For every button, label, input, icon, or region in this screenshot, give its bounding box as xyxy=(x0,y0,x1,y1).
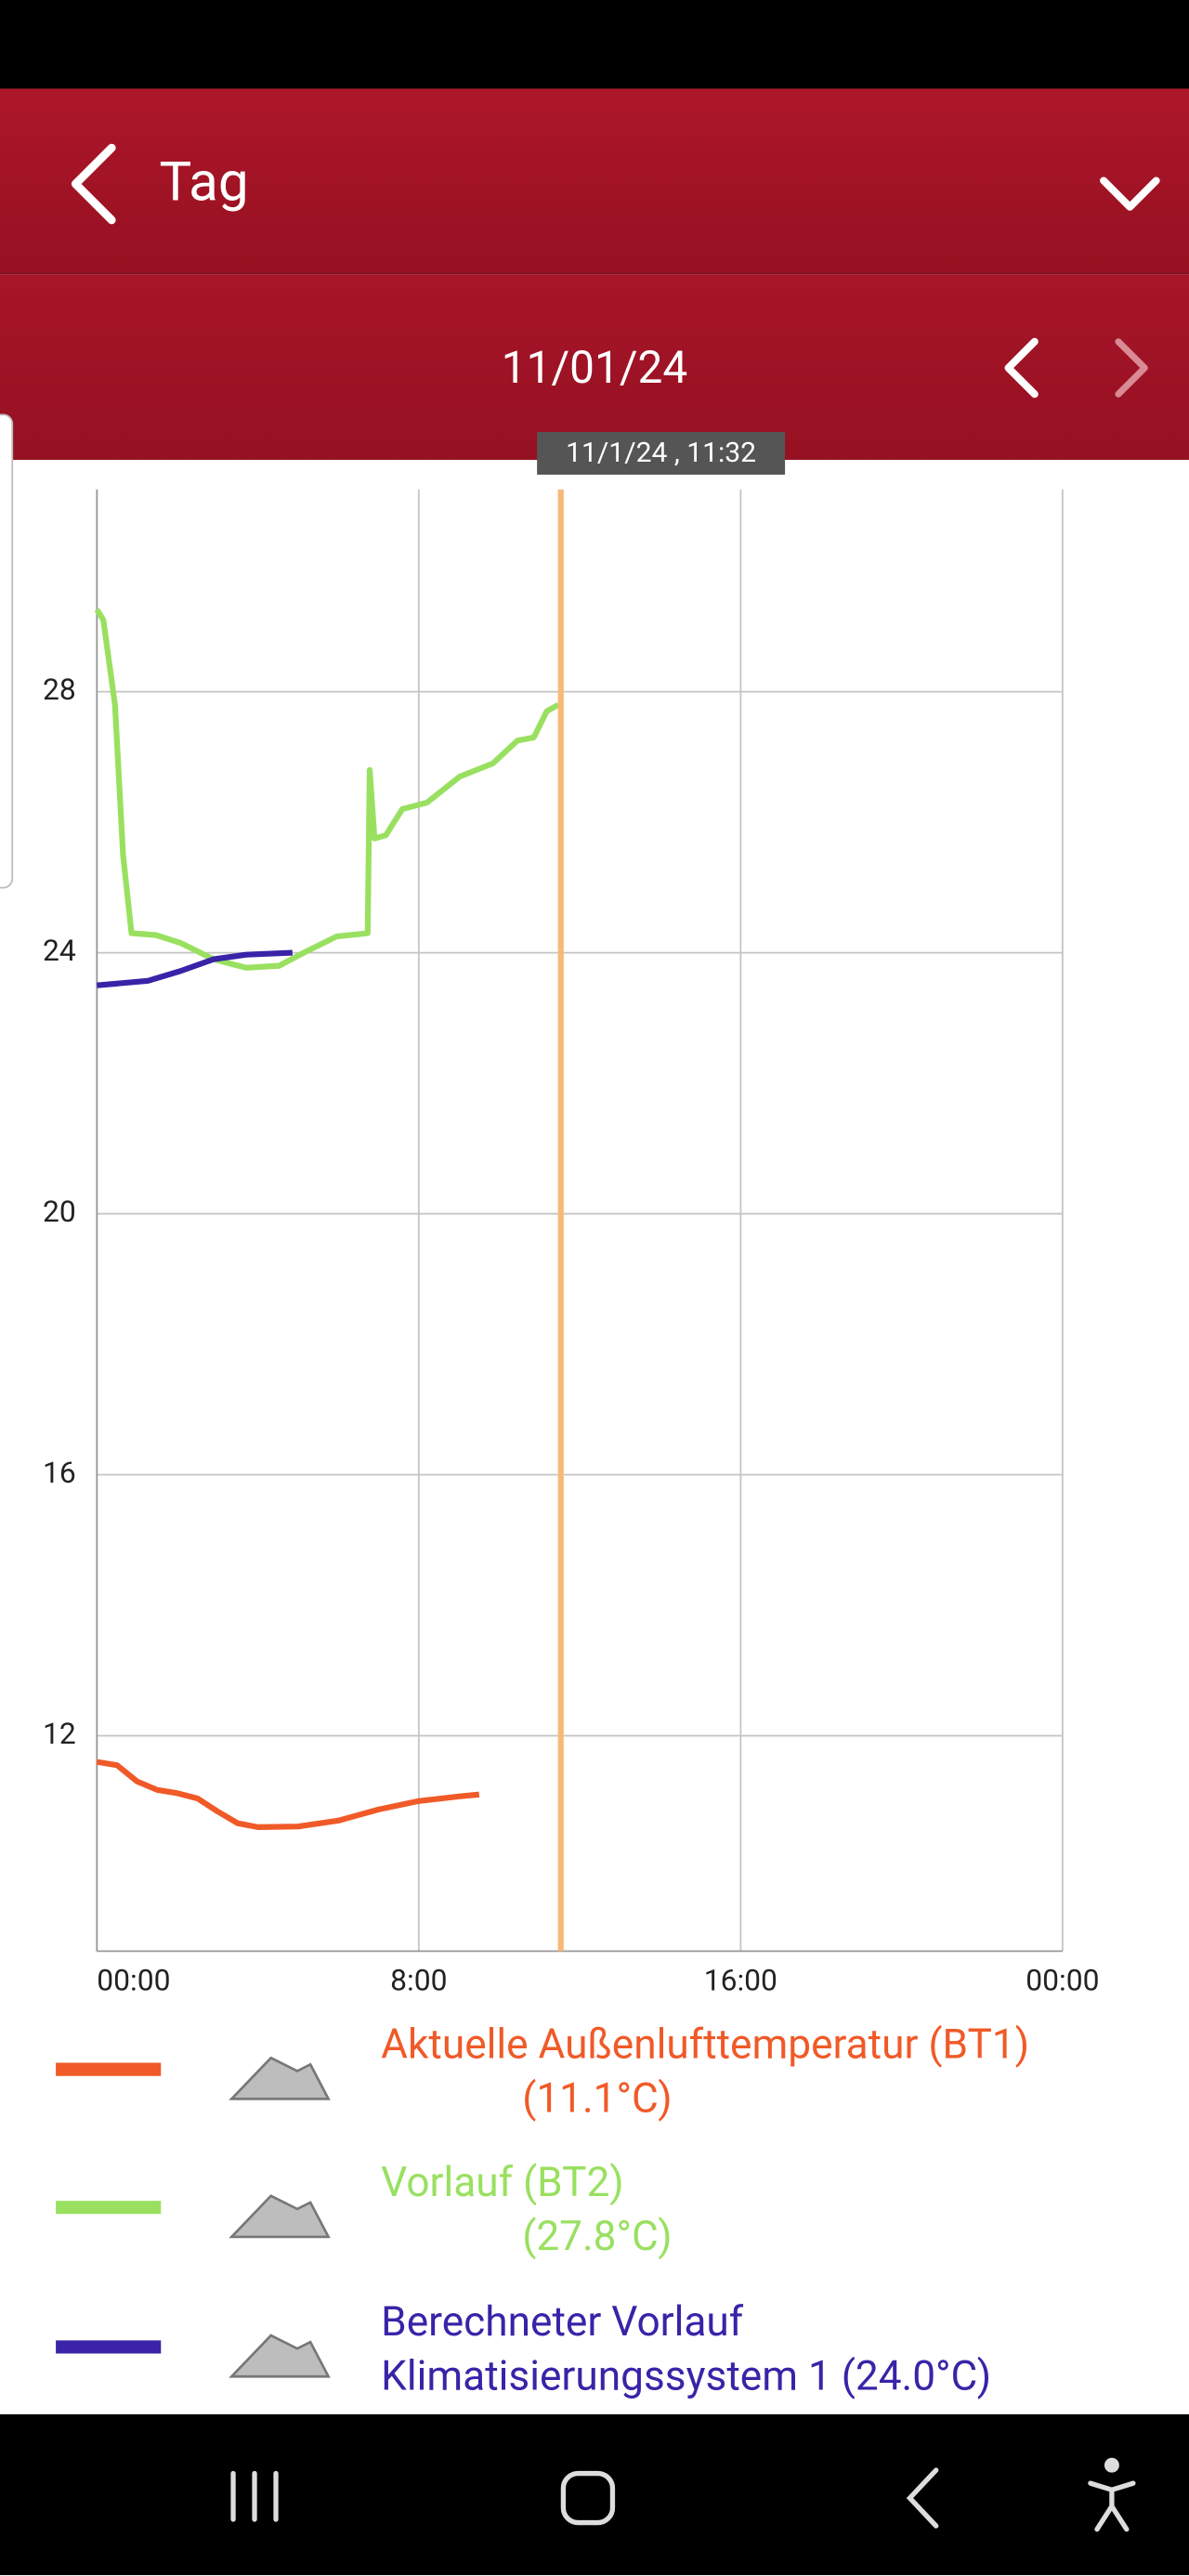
next-day-button[interactable] xyxy=(1108,335,1157,401)
status-bar xyxy=(0,0,1189,89)
page-title: Tag xyxy=(159,150,249,216)
side-panel-edge xyxy=(0,413,14,889)
legend-current-value: (24.0°C) xyxy=(841,2353,992,2401)
legend-name: Berechneter Vorlauf Klimatisierungssyste… xyxy=(381,2299,831,2401)
navigation-bar xyxy=(0,2413,1189,2576)
app-header xyxy=(0,88,1189,273)
x-tick-label: 16:00 xyxy=(704,1962,777,1997)
legend-current-value: (27.8°C) xyxy=(522,2214,673,2262)
chart: 12 16 20 24 28 00:00 8:00 16:00 00:00 xyxy=(43,489,1099,1997)
nav-icons xyxy=(230,2457,1136,2532)
legend-current-value: (11.1°C) xyxy=(522,2075,673,2124)
dropdown-button[interactable] xyxy=(1097,167,1163,216)
legend-icons xyxy=(56,2334,331,2378)
y-tick-label: 24 xyxy=(43,933,76,968)
date-bar xyxy=(0,272,1189,461)
y-tick-label: 16 xyxy=(43,1455,76,1490)
back-button[interactable] xyxy=(62,138,128,230)
legend-name: Vorlauf (BT2) xyxy=(381,2159,624,2208)
legend-icons xyxy=(56,2194,331,2239)
legend-area-toggle xyxy=(229,2194,331,2239)
legend-name: Aktuelle Außenlufttemperatur (BT1) xyxy=(381,2021,1030,2070)
legend-label: Berechneter Vorlauf Klimatisierungssyste… xyxy=(381,2296,1136,2405)
home[interactable] xyxy=(560,2470,616,2526)
x-tick-label: 8:00 xyxy=(390,1962,447,1997)
series-line xyxy=(97,949,293,988)
legend-label: Vorlauf (BT2) (27.8°C) xyxy=(381,2156,1136,2265)
x-tick-label: 00:00 xyxy=(1026,1962,1099,1997)
y-tick-label: 20 xyxy=(43,1194,76,1229)
previous-day-button[interactable] xyxy=(995,335,1044,401)
legend-label: Aktuelle Außenlufttemperatur (BT1) (11.1°… xyxy=(381,2019,1136,2127)
date-label: 11/01/24 xyxy=(501,341,688,395)
legend-area-toggle xyxy=(229,2056,331,2100)
legend-area-toggle xyxy=(229,2334,331,2378)
back[interactable] xyxy=(906,2467,939,2529)
y-tick-label: 12 xyxy=(43,1716,76,1751)
series-line xyxy=(96,1759,480,1830)
cursor-tooltip: 11/1/24 , 11:32 xyxy=(537,431,786,475)
series-line xyxy=(94,608,560,971)
legend-icons xyxy=(56,2056,331,2100)
x-tick-label: 00:00 xyxy=(97,1962,170,1997)
y-tick-label: 28 xyxy=(43,672,76,707)
accessibility[interactable] xyxy=(1104,2457,1119,2473)
